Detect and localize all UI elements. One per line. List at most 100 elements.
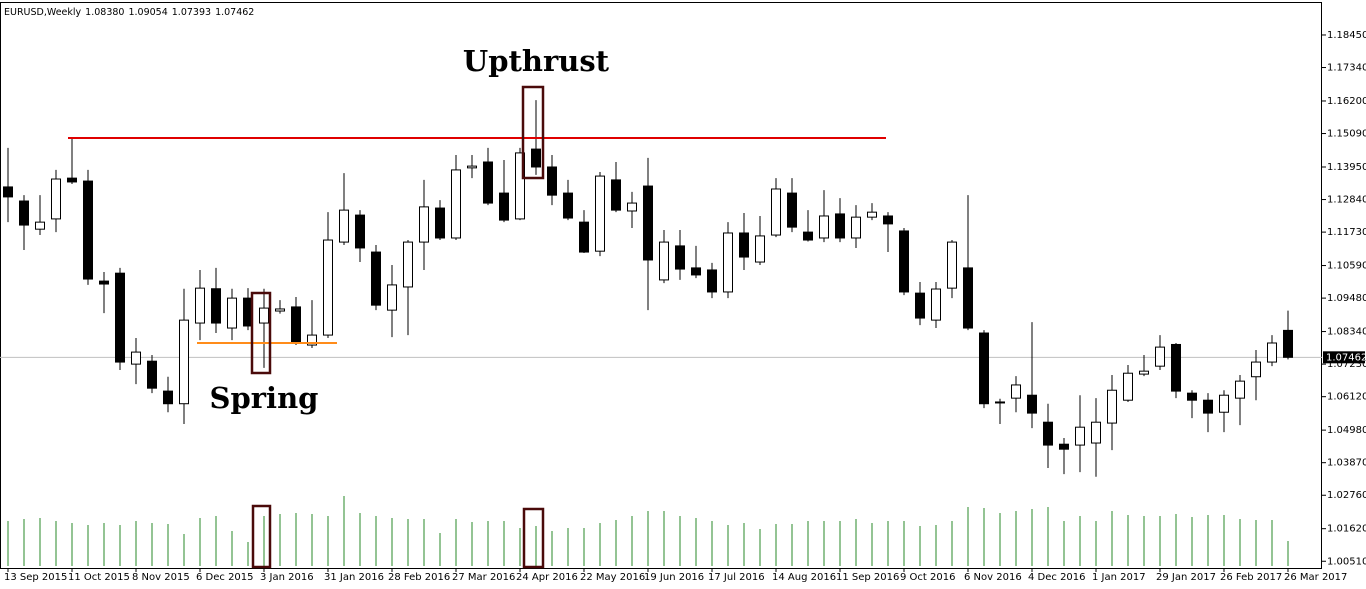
y-tick-label: 1.11730 [1327, 227, 1366, 238]
plot-frame [0, 2, 1322, 569]
candle-body [771, 188, 781, 236]
candle-body [531, 148, 541, 168]
x-tick-label: 26 Feb 2017 [1220, 572, 1282, 583]
candle-body [51, 178, 61, 220]
x-tick-label: 3 Jan 2016 [260, 572, 314, 583]
candle-body [1123, 372, 1133, 401]
candle-body [947, 241, 957, 289]
candle-body [1235, 380, 1245, 399]
y-tick-label: 1.18450 [1327, 30, 1366, 41]
x-tick-label: 9 Oct 2016 [900, 572, 955, 583]
candle-body [1203, 399, 1213, 414]
candle-body [355, 214, 365, 249]
x-tick-label: 8 Nov 2015 [132, 572, 190, 583]
symbol: EURUSD,Weekly [4, 7, 82, 18]
x-tick-label: 11 Oct 2015 [68, 572, 130, 583]
candle-body [1219, 394, 1229, 413]
candle-body [99, 280, 109, 285]
candle-body [1251, 361, 1261, 378]
highlight-box [251, 504, 272, 569]
candle-body [307, 334, 317, 346]
candle-body [419, 206, 429, 243]
y-tick-label: 1.03870 [1327, 458, 1366, 469]
x-tick-label: 31 Jan 2016 [324, 572, 384, 583]
y-tick-label: 1.07230 [1327, 359, 1366, 370]
candle-body [803, 231, 813, 241]
candle-body [819, 215, 829, 239]
x-tick-label: 1 Jan 2017 [1092, 572, 1146, 583]
candle-body [723, 232, 733, 293]
header-high: 1.09054 [128, 7, 167, 18]
candle-body [931, 288, 941, 321]
candle-body [899, 230, 909, 293]
candle-body [1091, 421, 1101, 444]
candle-body [147, 360, 157, 389]
candle-body [467, 165, 477, 169]
candle-body [627, 202, 637, 212]
candle-body [1155, 346, 1165, 367]
candle-body [867, 211, 877, 218]
candle-body [163, 390, 173, 405]
candle-body [563, 192, 573, 219]
candle-body [643, 185, 653, 261]
candle-body [851, 216, 861, 239]
candle-body [323, 239, 333, 336]
candle-body [131, 351, 141, 365]
candle-body [1043, 421, 1053, 446]
candle-body [835, 213, 845, 239]
candle-body [291, 306, 301, 344]
y-tick-label: 1.15090 [1327, 129, 1366, 140]
candle-body [995, 401, 1005, 404]
candle-body [1267, 342, 1277, 363]
y-tick-label: 1.02760 [1327, 490, 1366, 501]
y-tick-label: 1.09480 [1327, 293, 1366, 304]
y-tick-label: 1.06120 [1327, 392, 1366, 403]
candle-body [339, 209, 349, 243]
y-tick-label: 1.17340 [1327, 63, 1366, 74]
candle-body [579, 221, 589, 253]
x-tick-label: 19 Jun 2016 [644, 572, 704, 583]
candle-body [963, 267, 973, 329]
x-tick-label: 24 Apr 2016 [516, 572, 578, 583]
y-tick-label: 1.12840 [1327, 195, 1366, 206]
candle-body [387, 284, 397, 311]
y-tick-label: 1.16200 [1327, 96, 1366, 107]
candle-body [83, 180, 93, 280]
candle-body [547, 166, 557, 196]
y-tick-label: 1.08340 [1327, 327, 1366, 338]
price-tag [1323, 351, 1365, 364]
x-tick-label: 6 Dec 2015 [196, 572, 254, 583]
x-tick-label: 29 Jan 2017 [1156, 572, 1216, 583]
candle-body [1059, 443, 1069, 450]
x-tick-label: 13 Sep 2015 [4, 572, 67, 583]
candle-body [595, 175, 605, 252]
candle-body [371, 251, 381, 306]
y-tick-label: 1.13950 [1327, 162, 1366, 173]
candle-body [1187, 392, 1197, 401]
candle-body [115, 272, 125, 363]
candle-body [451, 169, 461, 239]
x-tick-label: 27 Mar 2016 [452, 572, 515, 583]
candle-body [211, 288, 221, 324]
annotation: Upthrust [463, 44, 610, 78]
x-tick-label: 28 Feb 2016 [388, 572, 450, 583]
candle-body [435, 207, 445, 239]
y-tick-label: 1.10590 [1327, 261, 1366, 272]
x-tick-label: 17 Jul 2016 [708, 572, 765, 583]
candle-body [739, 232, 749, 258]
candle-body [259, 307, 269, 324]
x-tick-label: 6 Nov 2016 [964, 572, 1022, 583]
candle-body [1171, 343, 1181, 392]
candle-body [787, 192, 797, 228]
candle-body [35, 221, 45, 230]
candle-body [691, 267, 701, 276]
candle-body [755, 235, 765, 263]
candle-body [19, 200, 29, 226]
candle-body [979, 332, 989, 405]
candle-body [179, 319, 189, 405]
header-close: 1.07462 [215, 7, 254, 18]
header-open: 1.08380 [85, 7, 124, 18]
candle-body [915, 292, 925, 319]
